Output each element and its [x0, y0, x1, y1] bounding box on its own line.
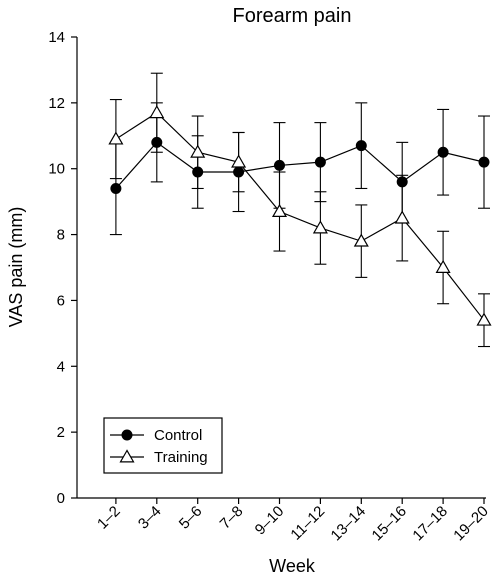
data-point-training [149, 105, 165, 119]
x-tick-label: 19–20 [450, 503, 492, 545]
legend-entry-training: Training [110, 449, 208, 466]
data-point-control [396, 176, 408, 188]
legend-marker-control [121, 429, 133, 441]
y-axis-label: VAS pain (mm) [6, 207, 26, 328]
data-point-training [476, 312, 492, 326]
data-point-control [110, 182, 122, 194]
x-tick-label: 17–18 [409, 503, 451, 545]
data-point-training [231, 154, 247, 168]
data-point-control [151, 136, 163, 148]
y-tick-label: 10 [48, 161, 65, 178]
data-point-control [192, 166, 204, 178]
markers-control [110, 136, 490, 194]
legend-label-control: Control [154, 427, 202, 444]
data-point-control [355, 140, 367, 152]
legend-marker-training [119, 449, 135, 463]
x-tick-label: 9–10 [252, 503, 288, 539]
series-training [109, 72, 490, 348]
chart-title: Forearm pain [233, 5, 352, 27]
y-tick-label: 12 [48, 95, 65, 112]
data-point-control [478, 156, 490, 168]
data-point-control [437, 146, 449, 158]
data-point-control [233, 166, 245, 178]
y-tick-label: 0 [57, 490, 65, 507]
x-tick-label: 3–4 [135, 503, 165, 533]
data-point-control [274, 159, 285, 171]
legend: Control Training [103, 417, 223, 474]
data-point-training [394, 210, 410, 224]
x-axis-label: Week [269, 556, 316, 576]
data-point-training [108, 131, 124, 145]
x-tick-label: 11–12 [287, 503, 328, 544]
legend-label-training: Training [154, 449, 208, 466]
markers-training [108, 105, 492, 326]
data-point-control [314, 156, 326, 168]
data-point-training [353, 233, 369, 247]
y-tick-label: 6 [57, 292, 65, 309]
legend-box [103, 417, 223, 474]
legend-entry-control: Control [110, 427, 202, 444]
y-tick-label: 4 [57, 358, 65, 375]
x-tick-label: 15–16 [369, 503, 411, 545]
data-point-training [190, 144, 206, 158]
x-tick-label: 1–2 [94, 503, 124, 533]
y-tick-label: 8 [57, 227, 65, 244]
y-tick-label: 14 [48, 29, 65, 46]
x-tick-label: 7–8 [217, 503, 247, 533]
data-point-training [435, 259, 451, 273]
y-tick-label: 2 [57, 424, 65, 441]
line-training [115, 111, 485, 321]
data-point-training [271, 203, 288, 217]
data-point-training [312, 220, 328, 234]
x-tick-label: 5–6 [176, 503, 206, 533]
x-tick-label: 13–14 [328, 503, 370, 545]
line-control [115, 141, 485, 189]
series-layer [108, 72, 492, 348]
